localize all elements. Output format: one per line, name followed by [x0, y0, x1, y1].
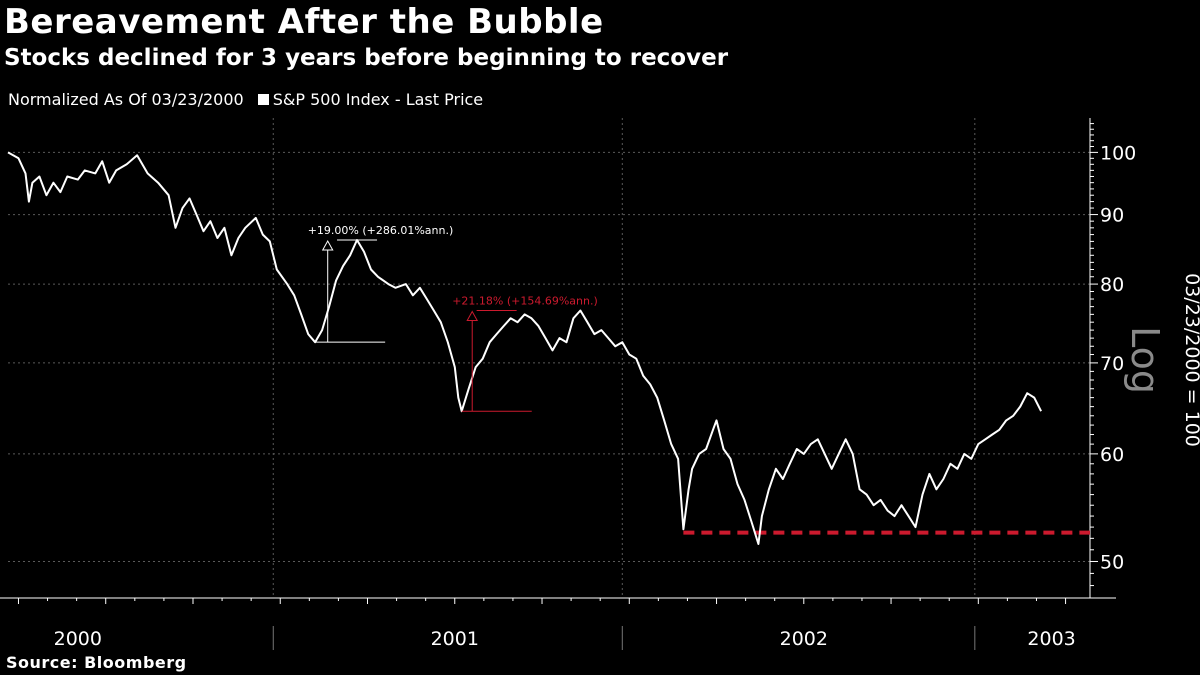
sp500-price-line [7, 151, 1042, 545]
rally-annotation-label: +21.18% (+154.69%ann.) [452, 294, 598, 307]
x-tick-label: 2002 [780, 628, 828, 650]
rally-arrowhead [466, 310, 479, 321]
chart-subtitle: Stocks declined for 3 years before begin… [4, 45, 729, 71]
y-tick-label: 80 [1100, 274, 1124, 296]
y-tick-label: 50 [1100, 551, 1124, 573]
chart-title: Bereavement After the Bubble [4, 2, 604, 42]
legend: Normalized As Of 03/23/2000 S&P 500 Inde… [8, 90, 483, 109]
x-tick-label: 2003 [1027, 628, 1075, 650]
y-tick-label: 100 [1100, 142, 1136, 164]
legend-swatch [257, 94, 269, 105]
y-tick-label: 70 [1100, 353, 1124, 375]
x-tick-label: 2001 [431, 628, 479, 650]
axes-frame [0, 118, 1116, 599]
rally-annotation-label: +19.00% (+286.01%ann.) [308, 224, 454, 237]
series-layer [7, 151, 1042, 545]
x-tick-label: 2000 [54, 628, 102, 650]
legend-series-name: S&P 500 Index - Last Price [272, 90, 484, 109]
gridlines [8, 118, 1090, 598]
axis-labels: 03/23/2000 = 100 Log [1123, 273, 1200, 447]
rally-arrowhead [321, 240, 334, 251]
y-axis-label: 03/23/2000 = 100 [1181, 273, 1200, 447]
x-axis-ticks: 2000 2001 2002 2003 [17, 598, 1076, 650]
source-note: Source: Bloomberg [6, 653, 187, 672]
y-tick-label: 90 [1100, 205, 1124, 227]
y-tick-label: 60 [1100, 444, 1124, 466]
annotations: +19.00% (+286.01%ann.) +21.18% (+154.69%a… [308, 224, 598, 412]
scale-label: Log [1123, 326, 1167, 394]
y-axis-ticks: 50 60 70 80 90 100 [1090, 123, 1136, 587]
legend-normalization: Normalized As Of 03/23/2000 [8, 90, 244, 109]
